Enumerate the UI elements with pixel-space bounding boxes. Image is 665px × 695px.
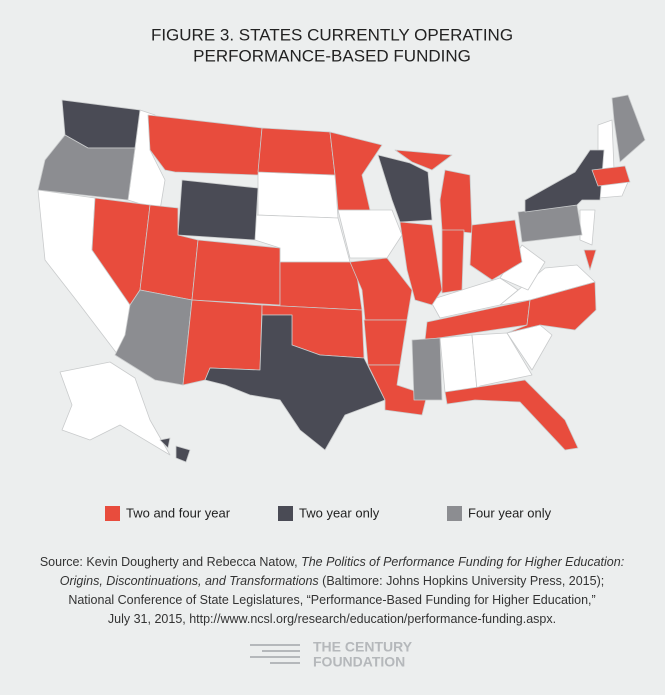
logo-text: FOUNDATION [313,654,405,670]
state [329,131,383,211]
source-line: National Conference of State Legislature… [68,593,595,607]
state [367,364,428,416]
logo-text: THE CENTURY [313,639,413,655]
source-segment: Origins, Discontinuations, and Transform… [60,574,319,588]
state [444,379,579,451]
title-line: FIGURE 3. STATES CURRENTLY OPERATING [151,25,513,44]
source-segment: July 31, 2015, http://www.ncsl.org/resea… [108,612,556,626]
title-line: PERFORMANCE-BASED FUNDING [193,46,471,65]
source-line: Origins, Discontinuations, and Transform… [60,574,604,588]
legend-label: Two and four year [126,505,231,520]
legend-swatch [105,506,120,521]
source-segment: (Baltimore: Johns Hopkins University Pre… [319,574,605,588]
legend-label: Four year only [468,505,552,520]
state [469,219,523,281]
state [191,239,281,306]
state [471,332,533,391]
state [279,261,363,311]
legend-swatch [278,506,293,521]
state [257,171,339,219]
source-line: July 31, 2015, http://www.ncsl.org/resea… [108,612,556,626]
source-segment: The Politics of Performance Funding for … [301,555,624,569]
state [506,281,597,334]
state [411,337,443,401]
state [257,127,336,176]
state [394,149,453,171]
state [583,249,597,271]
state [441,229,465,294]
state [591,165,631,187]
legend-swatch [447,506,462,521]
source-line: Source: Kevin Dougherty and Rebecca Nato… [40,555,624,569]
state [337,209,403,259]
logo: THE CENTURY FOUNDATION [250,639,413,670]
state [579,209,596,246]
source-segment: National Conference of State Legislature… [68,593,595,607]
legend-label: Two year only [299,505,380,520]
state [159,437,171,449]
source-segment: Source: Kevin Dougherty and Rebecca Nato… [40,555,301,569]
state [524,149,605,213]
us-map [37,94,646,463]
state [377,154,433,223]
state [59,361,171,456]
state [175,445,191,463]
state [177,179,259,241]
state [399,221,443,306]
state [439,169,473,234]
state [439,334,478,393]
state [37,134,136,201]
state [611,94,646,163]
state [363,319,408,366]
state [204,314,386,451]
